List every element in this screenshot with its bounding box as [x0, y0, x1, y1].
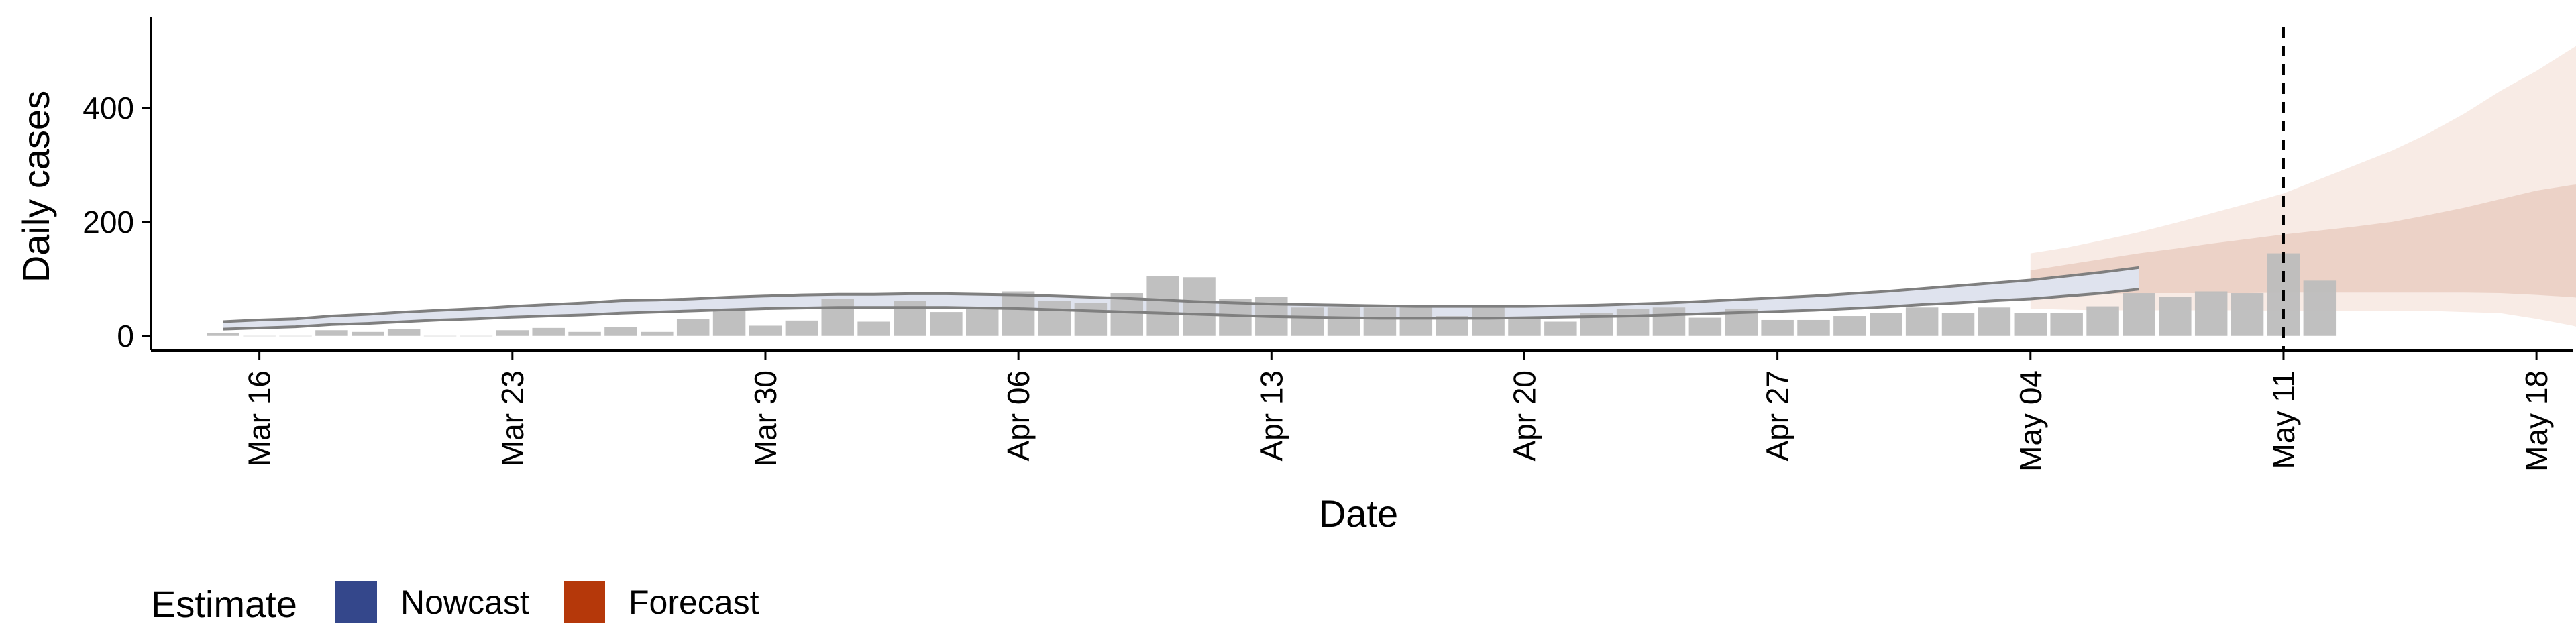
- legend-key-forecast: [564, 581, 605, 623]
- bar: [1941, 313, 1975, 336]
- bar: [1327, 307, 1360, 336]
- bar: [387, 329, 421, 336]
- bar: [1291, 307, 1324, 336]
- x-tick-label: Apr 27: [1760, 370, 1795, 462]
- bar: [1652, 307, 1686, 336]
- y-tick-label: 0: [117, 319, 134, 354]
- bar: [2086, 306, 2119, 336]
- bar: [1219, 299, 1252, 336]
- bar: [1472, 305, 1505, 336]
- bar: [1797, 319, 1830, 336]
- bar: [785, 320, 818, 336]
- bar: [2231, 293, 2264, 336]
- x-tick-label: Apr 13: [1254, 370, 1289, 462]
- bar: [749, 325, 782, 336]
- bar: [712, 308, 746, 336]
- bar: [1833, 316, 1866, 336]
- bar: [1038, 301, 1071, 336]
- bar: [676, 319, 710, 336]
- x-tick-label: Apr 20: [1507, 370, 1542, 462]
- bar: [279, 335, 312, 337]
- bar: [568, 331, 601, 336]
- bar: [966, 307, 999, 336]
- bar: [2123, 293, 2155, 336]
- bar: [1110, 293, 1144, 336]
- bar: [641, 331, 674, 336]
- legend-title: Estimate: [151, 583, 297, 625]
- bar: [423, 335, 457, 337]
- bar: [207, 333, 239, 336]
- bar: [2050, 313, 2083, 336]
- bar: [1002, 291, 1035, 336]
- bar: [1616, 308, 1650, 336]
- x-tick-label: Apr 06: [1001, 370, 1036, 462]
- bar: [1146, 276, 1179, 336]
- legend-key-nowcast: [335, 581, 377, 623]
- legend-label-nowcast: Nowcast: [400, 584, 529, 621]
- legend: Estimate Nowcast Forecast: [151, 581, 759, 625]
- bar: [1544, 321, 1577, 336]
- x-tick-label: May 18: [2519, 370, 2554, 472]
- y-tick-label: 400: [83, 91, 134, 125]
- bar: [243, 335, 276, 337]
- bar: [496, 330, 529, 336]
- y-axis-title: Daily cases: [15, 91, 57, 282]
- x-tick-label: Mar 30: [748, 370, 783, 466]
- x-tick-label: May 11: [2266, 370, 2301, 469]
- bar: [1688, 317, 1722, 336]
- bar: [1508, 319, 1541, 336]
- nowcast-bound-lines: [223, 266, 2139, 331]
- y-tick-label: 200: [83, 205, 134, 239]
- observed-bars: [207, 253, 2337, 337]
- bar: [1183, 277, 1216, 336]
- bar: [2159, 297, 2192, 336]
- bar: [857, 321, 890, 336]
- forecast-band-inner: [2030, 184, 2576, 298]
- nowcast-lower-line: [223, 288, 2139, 331]
- x-axis-title: Date: [1319, 492, 1398, 535]
- bar: [1978, 307, 2011, 336]
- x-tick-label: Mar 23: [495, 370, 530, 466]
- bar: [1870, 313, 1902, 336]
- forecast-inner-area: [2030, 184, 2576, 298]
- bar: [821, 299, 854, 336]
- bar: [1074, 303, 1108, 336]
- bar: [315, 330, 348, 336]
- bar: [1761, 319, 1794, 336]
- bar: [604, 327, 637, 336]
- nowcast-upper-line: [223, 266, 2139, 323]
- bar: [2194, 291, 2228, 336]
- bar: [894, 301, 926, 336]
- bar: [1399, 305, 1433, 336]
- bar: [2303, 280, 2337, 336]
- bar: [352, 331, 384, 336]
- bar: [930, 312, 963, 336]
- x-tick-label: May 04: [2013, 370, 2048, 472]
- legend-label-forecast: Forecast: [629, 584, 759, 621]
- bar: [1905, 307, 1939, 336]
- bar: [460, 335, 493, 337]
- x-axis: Mar 16 Mar 23 Mar 30 Apr 06 Apr 13 Apr 20 Apr …: [151, 349, 2573, 472]
- x-tick-label: Mar 16: [242, 370, 277, 466]
- bar: [1363, 307, 1397, 336]
- y-axis: 0 200 400: [83, 17, 152, 354]
- bar: [532, 327, 565, 336]
- bar: [2014, 313, 2047, 336]
